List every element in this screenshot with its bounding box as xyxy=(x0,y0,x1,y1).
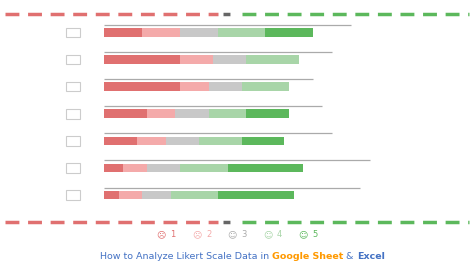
Bar xyxy=(242,82,289,91)
Bar xyxy=(104,82,180,91)
Bar xyxy=(265,28,313,37)
FancyBboxPatch shape xyxy=(66,190,81,200)
Text: ☹: ☹ xyxy=(156,230,166,239)
Bar xyxy=(209,109,246,118)
Text: How to Analyze Likert Scale Data in: How to Analyze Likert Scale Data in xyxy=(100,251,272,261)
Bar xyxy=(180,28,218,37)
Bar xyxy=(137,137,166,145)
Text: ☹: ☹ xyxy=(192,230,201,239)
Bar xyxy=(199,137,242,145)
Bar xyxy=(246,55,299,64)
Bar xyxy=(104,55,180,64)
Text: Google Sheet: Google Sheet xyxy=(272,251,343,261)
Bar xyxy=(147,164,180,172)
Bar xyxy=(175,109,209,118)
Text: 4: 4 xyxy=(277,230,283,239)
Bar xyxy=(142,191,171,199)
Bar xyxy=(246,109,289,118)
FancyBboxPatch shape xyxy=(66,55,81,64)
Bar xyxy=(123,164,147,172)
Bar xyxy=(218,191,294,199)
Bar xyxy=(209,82,242,91)
FancyBboxPatch shape xyxy=(66,136,81,146)
Bar xyxy=(118,191,142,199)
Bar xyxy=(104,164,123,172)
FancyBboxPatch shape xyxy=(66,109,81,119)
Bar xyxy=(142,28,180,37)
Bar xyxy=(166,137,199,145)
Text: ☺: ☺ xyxy=(263,230,273,239)
FancyBboxPatch shape xyxy=(66,28,81,37)
Bar xyxy=(104,109,147,118)
Bar xyxy=(228,164,303,172)
Bar xyxy=(104,28,142,37)
Bar xyxy=(218,28,265,37)
Bar xyxy=(180,55,213,64)
Bar xyxy=(213,55,246,64)
Bar xyxy=(104,137,137,145)
Text: ☺: ☺ xyxy=(299,230,308,239)
Text: 1: 1 xyxy=(170,230,176,239)
Text: ☺: ☺ xyxy=(228,230,237,239)
Bar xyxy=(147,109,175,118)
Bar xyxy=(171,191,218,199)
Bar xyxy=(180,164,228,172)
Text: 2: 2 xyxy=(206,230,211,239)
Bar xyxy=(242,137,284,145)
Text: 5: 5 xyxy=(312,230,318,239)
Text: Excel: Excel xyxy=(357,251,384,261)
FancyBboxPatch shape xyxy=(66,163,81,173)
FancyBboxPatch shape xyxy=(66,82,81,92)
Bar xyxy=(180,82,209,91)
Bar xyxy=(104,191,118,199)
Text: &: & xyxy=(343,251,357,261)
Text: 3: 3 xyxy=(241,230,247,239)
